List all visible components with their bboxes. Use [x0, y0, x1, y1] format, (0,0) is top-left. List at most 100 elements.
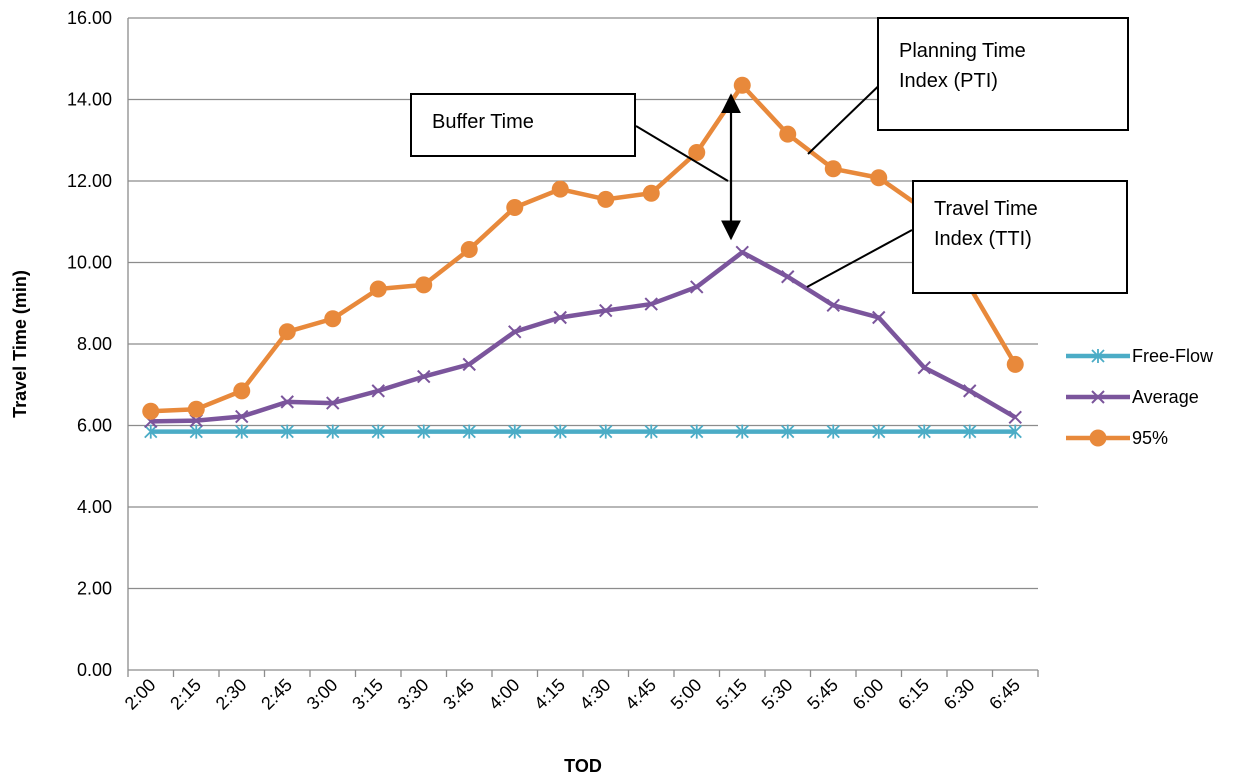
x-tick-label: 4:00: [485, 675, 524, 714]
pti-label-line2: Index (PTI): [899, 70, 998, 92]
data-point: [417, 369, 431, 384]
data-point: [779, 125, 797, 143]
x-tick-label: 5:45: [803, 675, 842, 714]
data-point: [644, 297, 658, 311]
data-point: [371, 384, 385, 398]
legend-entry: Free-Flow: [1066, 346, 1214, 366]
data-point: [1008, 410, 1022, 425]
data-point: [872, 310, 886, 325]
y-tick-label: 14.00: [67, 90, 112, 110]
data-point: [733, 76, 751, 94]
legend-label: Free-Flow: [1132, 346, 1214, 366]
legend-entry: 95%: [1066, 428, 1168, 448]
tti-label-line1: Travel Time: [934, 198, 1038, 220]
tti-callout: Travel Time Index (TTI): [912, 180, 1128, 294]
y-tick-label: 2.00: [77, 579, 112, 599]
tti-leader: [806, 229, 913, 288]
data-point: [189, 424, 203, 439]
data-point: [142, 402, 160, 420]
legend-label: Average: [1132, 387, 1199, 407]
data-point: [597, 190, 615, 208]
legend-marker: [1089, 429, 1107, 447]
data-point: [690, 424, 704, 439]
data-point: [826, 298, 840, 312]
data-point: [144, 424, 158, 439]
x-tick-label: 2:00: [121, 675, 160, 714]
y-axis-title: Travel Time (min): [10, 270, 30, 418]
legend-label: 95%: [1132, 428, 1168, 448]
data-point: [917, 424, 931, 439]
series-line: [150, 250, 1017, 424]
data-point: [280, 424, 294, 439]
data-point: [690, 280, 704, 294]
x-tick-label: 6:45: [985, 675, 1024, 714]
x-tick-label: 6:30: [940, 675, 979, 714]
data-point: [506, 198, 524, 216]
data-point: [642, 184, 660, 202]
pti-label-line1: Planning Time: [899, 40, 1026, 62]
data-point: [235, 424, 249, 439]
data-point: [187, 400, 205, 418]
series-1: [144, 245, 1022, 429]
x-tick-label: 5:00: [667, 675, 706, 714]
data-point: [278, 323, 296, 341]
data-point: [233, 382, 251, 400]
x-tick-label: 6:00: [849, 675, 888, 714]
y-tick-label: 4.00: [77, 497, 112, 517]
data-point: [735, 245, 749, 260]
data-point: [417, 424, 431, 439]
x-tick-label: 5:30: [758, 675, 797, 714]
data-point: [235, 409, 249, 424]
y-tick-label: 0.00: [77, 660, 112, 680]
data-point: [553, 310, 567, 325]
y-tick-label: 8.00: [77, 334, 112, 354]
series-0: [144, 424, 1022, 439]
x-tick-label: 2:30: [212, 675, 251, 714]
data-point: [644, 424, 658, 439]
data-point: [826, 424, 840, 439]
y-tick-label: 16.00: [67, 8, 112, 28]
y-tick-label: 10.00: [67, 253, 112, 273]
legend-entry: Average: [1066, 387, 1199, 407]
x-axis-title: TOD: [564, 756, 602, 776]
data-point: [735, 424, 749, 439]
data-point: [963, 384, 977, 398]
data-point: [781, 424, 795, 439]
data-point: [326, 396, 340, 410]
x-tick-label: 3:45: [439, 675, 478, 714]
data-point: [824, 160, 842, 178]
x-tick-label: 5:15: [712, 675, 751, 714]
data-point: [508, 325, 522, 339]
data-point: [326, 424, 340, 439]
data-point: [1008, 424, 1022, 439]
series-layer: [142, 76, 1024, 439]
data-point: [369, 280, 387, 298]
data-point: [870, 169, 888, 187]
legend-marker: [1091, 390, 1105, 404]
data-point: [462, 357, 476, 372]
x-tick-label: 3:15: [348, 675, 387, 714]
legend: Free-Flow Average 95%: [1066, 346, 1214, 448]
x-tick-label: 3:30: [394, 675, 433, 714]
x-tick-label: 4:45: [621, 675, 660, 714]
x-tick-label: 3:00: [303, 675, 342, 714]
y-tick-label: 6.00: [77, 416, 112, 436]
data-point: [462, 424, 476, 439]
data-point: [781, 270, 795, 284]
data-point: [460, 240, 478, 258]
legend-marker: [1091, 349, 1105, 363]
data-point: [415, 276, 433, 294]
x-tick-label: 6:15: [894, 675, 933, 714]
buffer-time-label: Buffer Time: [432, 111, 534, 133]
tti-label-line2: Index (TTI): [934, 228, 1032, 250]
data-point: [553, 424, 567, 439]
data-point: [551, 180, 569, 198]
series-2: [142, 76, 1024, 420]
buffer-time-callout: Buffer Time: [410, 93, 636, 157]
x-tick-label: 2:15: [166, 675, 205, 714]
x-tick-label: 4:30: [576, 675, 615, 714]
data-point: [1006, 355, 1024, 373]
data-point: [599, 424, 613, 439]
x-tick-label: 2:45: [257, 675, 296, 714]
